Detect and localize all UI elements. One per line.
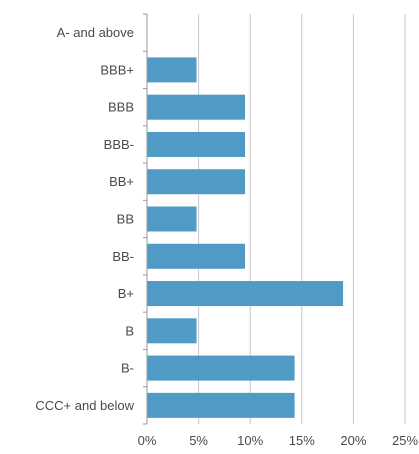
x-tick-label: 0% (138, 433, 157, 448)
x-tick-label: 15% (289, 433, 315, 448)
category-labels: A- and aboveBBB+BBBBBB-BB+BBBB-B+BB-CCC+… (35, 25, 134, 413)
bar (147, 169, 246, 195)
tick-labels: 0% 5% 10% 15% 20% 25% (138, 433, 419, 448)
x-tick-label: 10% (237, 433, 263, 448)
bar (147, 281, 344, 307)
category-label: CCC+ and below (35, 398, 134, 413)
bar (147, 355, 295, 381)
category-label: A- and above (57, 25, 134, 40)
category-label: B (125, 323, 134, 338)
x-tick-label: 25% (392, 433, 418, 448)
x-tick-label: 20% (340, 433, 366, 448)
category-label: BBB+ (100, 62, 134, 77)
category-label: BB (117, 212, 134, 227)
x-tick-label: 5% (189, 433, 208, 448)
category-label: BBB- (104, 137, 134, 152)
category-label: BBB (108, 100, 134, 115)
bar (147, 131, 246, 157)
bar (147, 206, 197, 232)
category-label: B- (121, 361, 134, 376)
category-label: B+ (118, 286, 134, 301)
bar (147, 243, 246, 269)
bar (147, 392, 295, 418)
category-label: BB- (112, 249, 134, 264)
bar (147, 57, 197, 83)
bars (147, 57, 344, 418)
bar (147, 318, 197, 344)
bar (147, 94, 246, 120)
category-label: BB+ (109, 174, 134, 189)
